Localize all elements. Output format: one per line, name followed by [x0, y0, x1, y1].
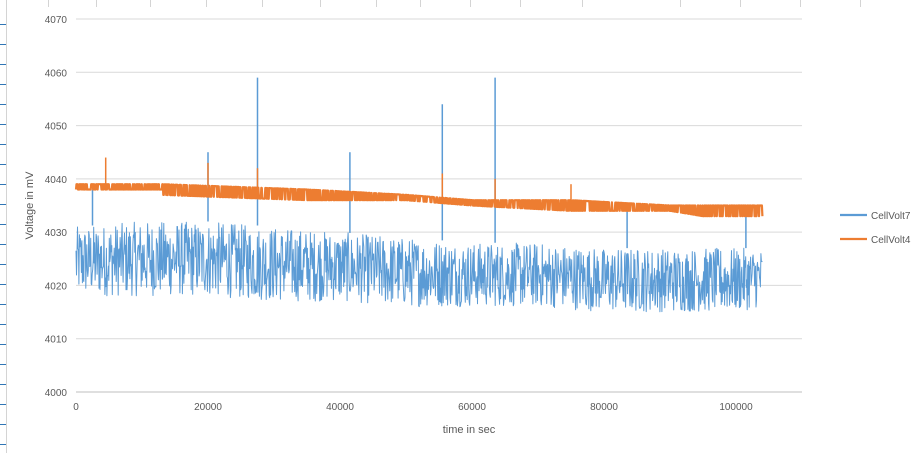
sheet-row-marker [0, 424, 6, 425]
x-tick-label: 100000 [719, 402, 753, 413]
y-tick-label: 4030 [45, 228, 68, 239]
y-tick-label: 4020 [45, 281, 68, 292]
sheet-row-marker [0, 384, 6, 385]
y-tick-label: 4010 [45, 335, 68, 346]
x-tick-label: 40000 [326, 402, 354, 413]
sheet-row-marker [0, 224, 6, 225]
sheet-gridline [150, 0, 151, 7]
line-chart: 4000 4010 4020 4030 4040 4050 4060 4070 0 20000 4… [24, 15, 911, 436]
sheet-gridline [48, 0, 49, 7]
sheet-row-marker [0, 264, 6, 265]
sheet-gridline [96, 0, 97, 7]
sheet-row-marker [0, 104, 6, 105]
sheet-row-marker [0, 84, 6, 85]
sheet-row-marker [0, 64, 6, 65]
sheet-row-marker [0, 324, 6, 325]
sheet-gridline [262, 0, 263, 7]
sheet-row-marker [0, 444, 6, 445]
y-axis-title: Voltage in mV [24, 171, 36, 240]
x-tick-labels: 0 20000 40000 60000 80000 100000 [73, 402, 753, 413]
y-tick-label: 4050 [45, 122, 68, 133]
sheet-row-marker [0, 244, 6, 245]
x-tick-label: 0 [73, 402, 79, 413]
sheet-row-marker [0, 164, 6, 165]
series-line [74, 183, 764, 218]
sheet-row-marker [0, 24, 6, 25]
y-tick-labels: 4000 4010 4020 4030 4040 4050 4060 4070 [45, 15, 68, 399]
sheet-gridline [800, 0, 801, 7]
series-cellvolt7 [75, 77, 763, 313]
x-axis-title: time in sec [443, 424, 496, 436]
y-tick-label: 4070 [45, 15, 68, 26]
legend-label: CellVolt7 [871, 211, 911, 222]
x-tick-label: 80000 [590, 402, 618, 413]
sheet-gridline [520, 0, 521, 7]
series-line [75, 221, 763, 313]
x-tick-label: 20000 [194, 402, 222, 413]
sheet-gridline [320, 0, 321, 7]
sheet-row-marker [0, 344, 6, 345]
sheet-row-marker [0, 404, 6, 405]
sheet-row-marker [0, 184, 6, 185]
sheet-gridline [420, 0, 421, 7]
chart-area[interactable]: 4000 4010 4020 4030 4040 4050 4060 4070 0 20000 4… [7, 7, 924, 453]
sheet-gridline [470, 0, 471, 7]
sheet-row-marker [0, 304, 6, 305]
sheet-row-marker [0, 364, 6, 365]
sheet-gridline [680, 0, 681, 7]
gridlines [76, 18, 802, 340]
sheet-row-marker [0, 124, 6, 125]
y-tick-label: 4060 [45, 68, 68, 79]
sheet-row-marker [0, 44, 6, 45]
series-cellvolt4 [74, 157, 764, 218]
sheet-gridline [582, 0, 583, 7]
y-tick-label: 4000 [45, 388, 68, 399]
series-group [74, 77, 764, 313]
sheet-gridline [740, 0, 741, 7]
x-tick-label: 60000 [458, 402, 486, 413]
sheet-gridline [206, 0, 207, 7]
sheet-row-marker [0, 204, 6, 205]
sheet-row-marker [0, 144, 6, 145]
sheet-row-marker [0, 284, 6, 285]
legend: CellVolt7 CellVolt4 [840, 211, 911, 246]
y-tick-label: 4040 [45, 175, 68, 186]
sheet-gridline [376, 0, 377, 7]
legend-label: CellVolt4 [871, 235, 911, 246]
spreadsheet-row-strip [0, 0, 7, 453]
sheet-gridline [860, 0, 861, 7]
